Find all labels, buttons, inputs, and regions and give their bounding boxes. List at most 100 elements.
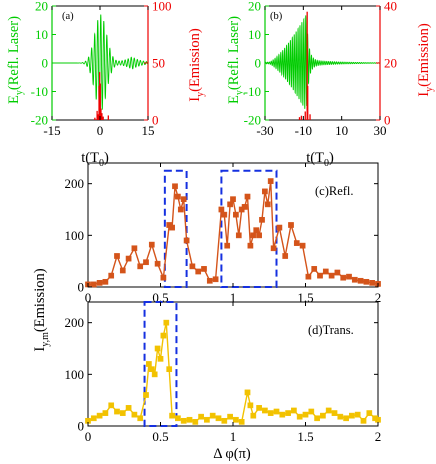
data-point: [343, 415, 349, 422]
svg-text:Ey(Refl. Laser): Ey(Refl. Laser): [226, 16, 245, 104]
data-point: [119, 267, 126, 274]
panel-b-label: (b): [270, 11, 283, 22]
data-point: [308, 408, 315, 415]
data-point: [291, 407, 297, 414]
data-point: [233, 416, 239, 423]
y-tick-label: 0: [78, 280, 85, 295]
data-point: [221, 417, 228, 424]
data-point: [154, 345, 161, 352]
data-point: [299, 242, 306, 249]
data-point: [328, 272, 335, 279]
left-y-tick-label: -10: [31, 84, 48, 99]
data-point: [125, 405, 132, 411]
x-tick-label: -10: [295, 123, 312, 138]
data-point: [114, 408, 120, 415]
data-point: [206, 277, 213, 284]
data-point: [131, 245, 138, 252]
x-tick-label: 0: [85, 429, 92, 444]
data-point: [317, 272, 323, 279]
data-point: [224, 242, 231, 249]
x-tick-label: 1: [230, 290, 237, 305]
data-point: [189, 263, 196, 270]
data-point: [177, 206, 184, 213]
svg-text:t(T0): t(T0): [81, 150, 109, 169]
data-point: [302, 411, 309, 418]
data-point: [259, 216, 265, 223]
panel-c-label: (c)Refl.: [315, 184, 354, 198]
data-point: [262, 188, 268, 195]
right-y-tick-label: 100: [152, 0, 172, 14]
data-point: [209, 412, 216, 419]
data-point: [253, 227, 260, 234]
panel-a-xlabel: t(T0): [81, 150, 109, 169]
data-point: [238, 419, 245, 425]
x-tick-label: 0: [97, 123, 104, 138]
data-point: [143, 259, 149, 266]
data-point: [180, 196, 187, 203]
data-point: [334, 269, 341, 276]
data-point: [186, 416, 193, 423]
data-point: [357, 277, 364, 284]
svg-text:Iy,m(Emission): Iy,m(Emission): [32, 268, 51, 351]
data-point: [375, 416, 381, 423]
data-point: [247, 402, 254, 409]
left-y-tick-label: -20: [244, 113, 261, 128]
data-point: [108, 402, 115, 409]
data-point: [143, 392, 149, 398]
data-point: [180, 417, 187, 424]
data-point: [175, 193, 181, 200]
left-y-tick-label: 10: [248, 27, 261, 42]
x-tick-label: 0.5: [152, 429, 168, 444]
panel-d-label: (d)Trans.: [308, 323, 354, 337]
data-point: [166, 366, 173, 373]
data-point: [256, 405, 262, 411]
data-point: [204, 416, 210, 423]
data-point: [218, 206, 225, 213]
data-point: [267, 178, 274, 184]
data-point: [337, 413, 344, 420]
data-point: [256, 232, 262, 239]
data-point: [279, 411, 286, 418]
data-point: [363, 278, 370, 285]
data-point: [160, 332, 167, 339]
data-point: [146, 361, 152, 367]
highlight-box: [220, 169, 278, 288]
laser-field-line: [264, 15, 381, 109]
data-point: [314, 415, 320, 422]
data-point: [360, 417, 367, 424]
svg-text:Ey(Refl. Laser): Ey(Refl. Laser): [6, 16, 25, 104]
data-point: [151, 371, 158, 378]
data-point: [215, 415, 222, 422]
data-point: [322, 268, 329, 275]
data-point: [137, 415, 144, 422]
x-tick-label: 30: [374, 123, 387, 138]
data-point: [183, 237, 190, 244]
data-point: [282, 253, 289, 259]
left-y-tick-label: 0: [42, 56, 49, 71]
left-y-tick-label: 20: [35, 0, 48, 14]
data-point: [163, 319, 170, 326]
data-point: [276, 224, 283, 231]
left-y-tick-label: 0: [255, 56, 262, 71]
data-point: [172, 183, 178, 190]
highlight-box: [163, 169, 188, 288]
data-point: [305, 273, 312, 280]
panel-b-left-ylabel: Ey(Refl. Laser): [226, 16, 245, 104]
data-point: [262, 407, 268, 414]
x-tick-label: 1: [230, 429, 237, 444]
data-point: [233, 211, 239, 218]
laser-field-line: [52, 14, 149, 111]
right-y-tick-label: 20: [384, 56, 397, 71]
data-point: [250, 232, 257, 239]
data-point: [285, 410, 291, 416]
data-point: [227, 413, 233, 420]
data-point: [235, 232, 242, 239]
data-point: [311, 266, 318, 272]
data-point: [244, 193, 251, 200]
data-point: [241, 204, 248, 210]
x-tick-label: 10: [335, 123, 348, 138]
data-point: [244, 389, 251, 396]
panel-b-right-ylabel: Iy(Emission): [416, 23, 435, 97]
panel-b: -30 -10 10 30 -20 -10 0 10 20 0 20 40 (b) t(T0) Ey(…: [226, 0, 435, 169]
panel-a-left-ylabel: Ey(Refl. Laser): [6, 16, 25, 104]
